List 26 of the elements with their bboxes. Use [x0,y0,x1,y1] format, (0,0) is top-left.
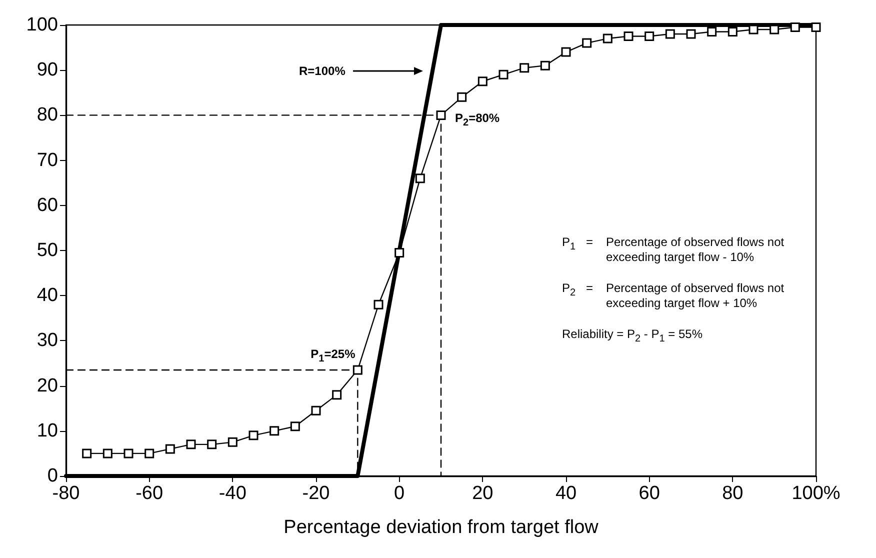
x-tick-label: -20 [302,483,330,504]
x-tick-label: 60 [638,483,660,504]
y-tick-label: 60 [36,194,58,216]
y-tick-label: 40 [36,285,58,306]
x-tick-label: -60 [136,483,164,504]
y-tick-label: 50 [36,240,58,261]
y-tick-label: 90 [36,60,58,81]
annotation: P$_{1}$=25% [310,347,356,364]
x-tick-label: 0 [394,483,405,504]
annotation: R=100% [299,64,346,78]
y-tick-label: 100 [26,14,58,36]
annotation: P$_{2}$=80% [455,111,500,129]
x-tick-label: -40 [218,483,246,504]
annotation: P$_{2}$ = Percentage of observed flows not exceeding target flow + 10% [562,281,786,311]
x-tick-label: 40 [555,483,577,504]
annotation: Reliability = P$_{2}$ - P$_{1}$ = 55% [562,327,703,346]
x-tick-label: 100% [792,483,840,504]
y-tick-label: 10 [36,420,58,442]
y-tick-label: 20 [36,375,58,396]
annotation: P$_{1}$ = Percentage of observed flows not exceeding target flow - 10% [562,235,786,265]
x-tick-label: 20 [472,483,494,504]
y-tick-label: 70 [36,150,58,171]
x-tick-label: 80 [722,483,744,504]
y-tick-label: 30 [36,330,58,352]
y-tick-label: 80 [36,104,58,126]
x-axis-title: Percentage deviation from target flow [284,517,599,538]
